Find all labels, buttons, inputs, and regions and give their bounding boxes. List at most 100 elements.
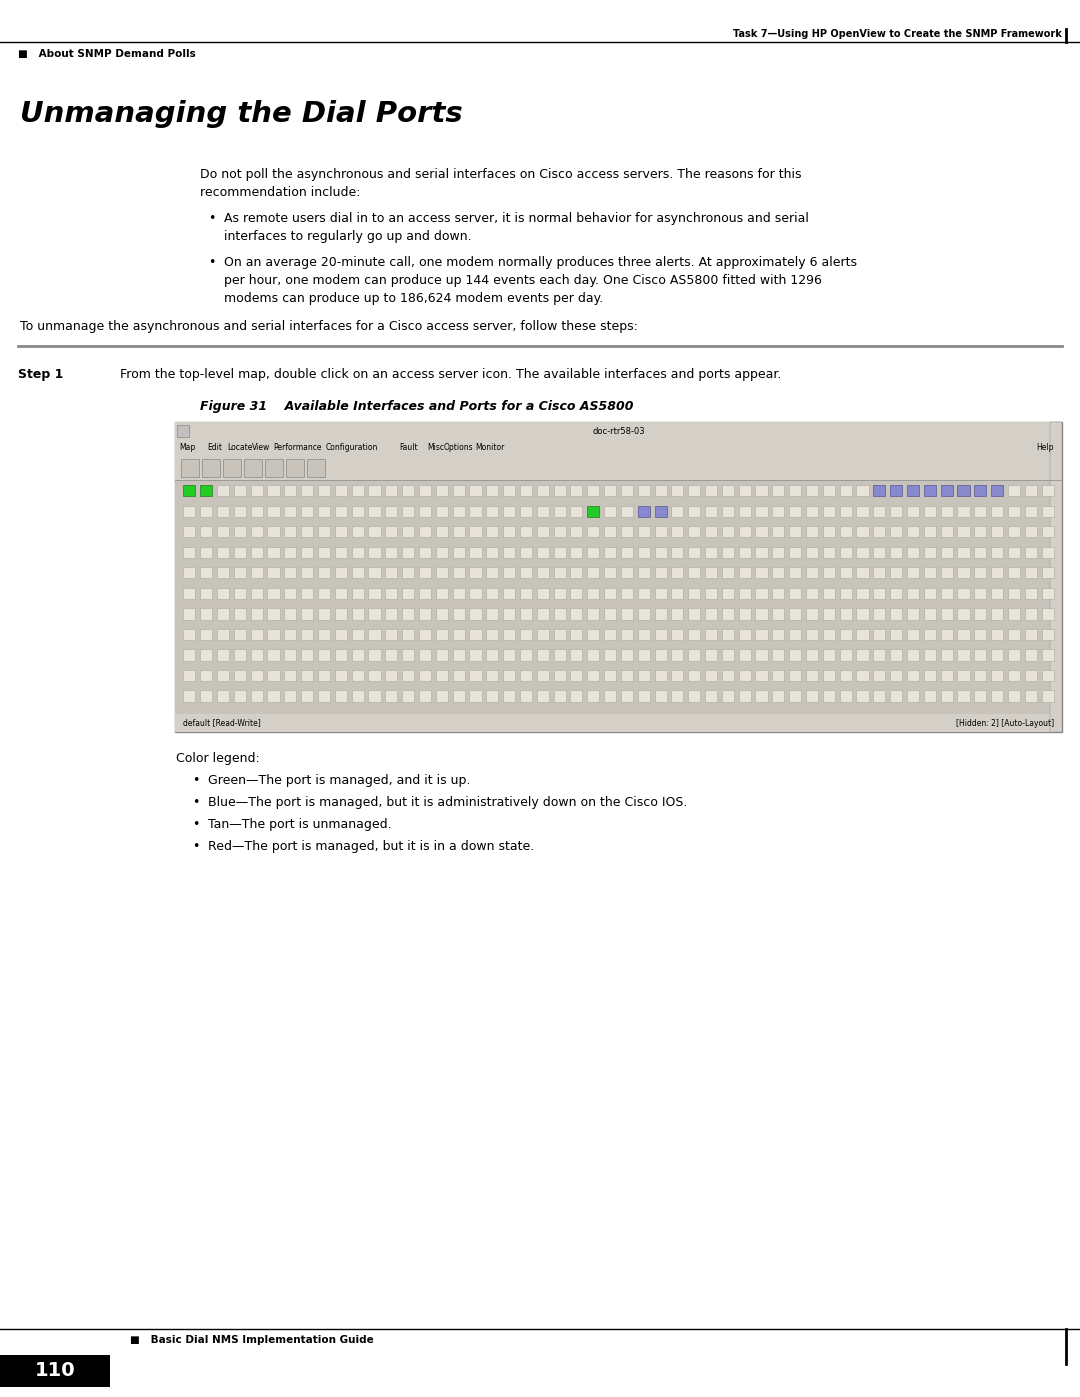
Bar <box>604 506 617 517</box>
Bar <box>839 506 852 517</box>
Bar <box>756 690 768 701</box>
Bar <box>1025 546 1037 557</box>
Bar <box>705 506 717 517</box>
Bar <box>654 567 666 578</box>
Bar <box>739 650 751 661</box>
Bar <box>1041 690 1054 701</box>
Bar <box>554 485 566 496</box>
Bar <box>604 546 617 557</box>
Bar <box>772 608 784 620</box>
Bar <box>175 440 1062 455</box>
Bar <box>268 650 280 661</box>
Bar <box>1050 422 1062 732</box>
Bar <box>244 460 262 476</box>
Bar <box>806 690 818 701</box>
Bar <box>470 485 482 496</box>
Bar <box>756 629 768 640</box>
Bar <box>721 608 734 620</box>
Bar <box>604 608 617 620</box>
Bar <box>688 506 700 517</box>
Bar <box>268 588 280 599</box>
Bar <box>519 527 532 538</box>
Bar <box>907 506 919 517</box>
Bar <box>637 588 650 599</box>
Bar <box>756 546 768 557</box>
Bar <box>352 506 364 517</box>
Bar <box>789 527 801 538</box>
Bar <box>537 650 549 661</box>
Bar <box>402 690 415 701</box>
Bar <box>806 629 818 640</box>
Bar <box>756 485 768 496</box>
Bar <box>184 629 195 640</box>
Text: interfaces to regularly go up and down.: interfaces to regularly go up and down. <box>224 231 472 243</box>
Bar <box>739 608 751 620</box>
Bar <box>823 588 835 599</box>
Bar <box>453 608 464 620</box>
Text: •: • <box>208 212 215 225</box>
Bar <box>402 567 415 578</box>
Bar <box>570 690 582 701</box>
Bar <box>957 671 970 682</box>
Bar <box>806 567 818 578</box>
Text: Blue—The port is managed, but it is administratively down on the Cisco IOS.: Blue—The port is managed, but it is admi… <box>208 796 687 809</box>
Bar <box>1041 527 1054 538</box>
Text: •: • <box>192 774 200 787</box>
Bar <box>486 671 498 682</box>
Bar <box>654 527 666 538</box>
Bar <box>941 629 953 640</box>
Text: Help: Help <box>1036 443 1053 453</box>
Bar <box>234 546 246 557</box>
Bar <box>789 567 801 578</box>
Bar <box>941 527 953 538</box>
Bar <box>503 690 515 701</box>
Bar <box>435 671 448 682</box>
Bar <box>941 650 953 661</box>
Bar <box>839 690 852 701</box>
Bar <box>453 690 464 701</box>
Text: default [Read-Write]: default [Read-Write] <box>183 718 260 728</box>
Bar <box>386 650 397 661</box>
Bar <box>705 608 717 620</box>
Bar <box>604 690 617 701</box>
Bar <box>1008 629 1020 640</box>
Bar <box>941 546 953 557</box>
Bar <box>856 485 868 496</box>
Bar <box>486 506 498 517</box>
Bar <box>1025 608 1037 620</box>
Text: •: • <box>192 819 200 831</box>
Bar <box>284 588 296 599</box>
Bar <box>923 567 936 578</box>
Bar <box>588 567 599 578</box>
Bar <box>588 588 599 599</box>
Bar <box>519 588 532 599</box>
Bar <box>823 485 835 496</box>
Bar <box>890 608 902 620</box>
Text: •: • <box>192 796 200 809</box>
Bar <box>184 588 195 599</box>
Text: Unmanaging the Dial Ports: Unmanaging the Dial Ports <box>21 101 462 129</box>
Bar <box>705 567 717 578</box>
Bar <box>318 546 330 557</box>
Bar <box>570 546 582 557</box>
Bar <box>1041 506 1054 517</box>
Bar <box>991 588 1003 599</box>
Bar <box>554 546 566 557</box>
Bar <box>419 567 431 578</box>
Bar <box>352 567 364 578</box>
Bar <box>721 629 734 640</box>
Bar <box>217 506 229 517</box>
Bar <box>554 506 566 517</box>
Bar <box>604 629 617 640</box>
Bar <box>957 690 970 701</box>
Bar <box>419 650 431 661</box>
Bar <box>435 527 448 538</box>
Bar <box>823 629 835 640</box>
Bar <box>486 690 498 701</box>
Bar <box>251 608 262 620</box>
Bar <box>688 608 700 620</box>
Bar <box>890 546 902 557</box>
Bar <box>419 485 431 496</box>
Bar <box>856 690 868 701</box>
Bar <box>839 629 852 640</box>
